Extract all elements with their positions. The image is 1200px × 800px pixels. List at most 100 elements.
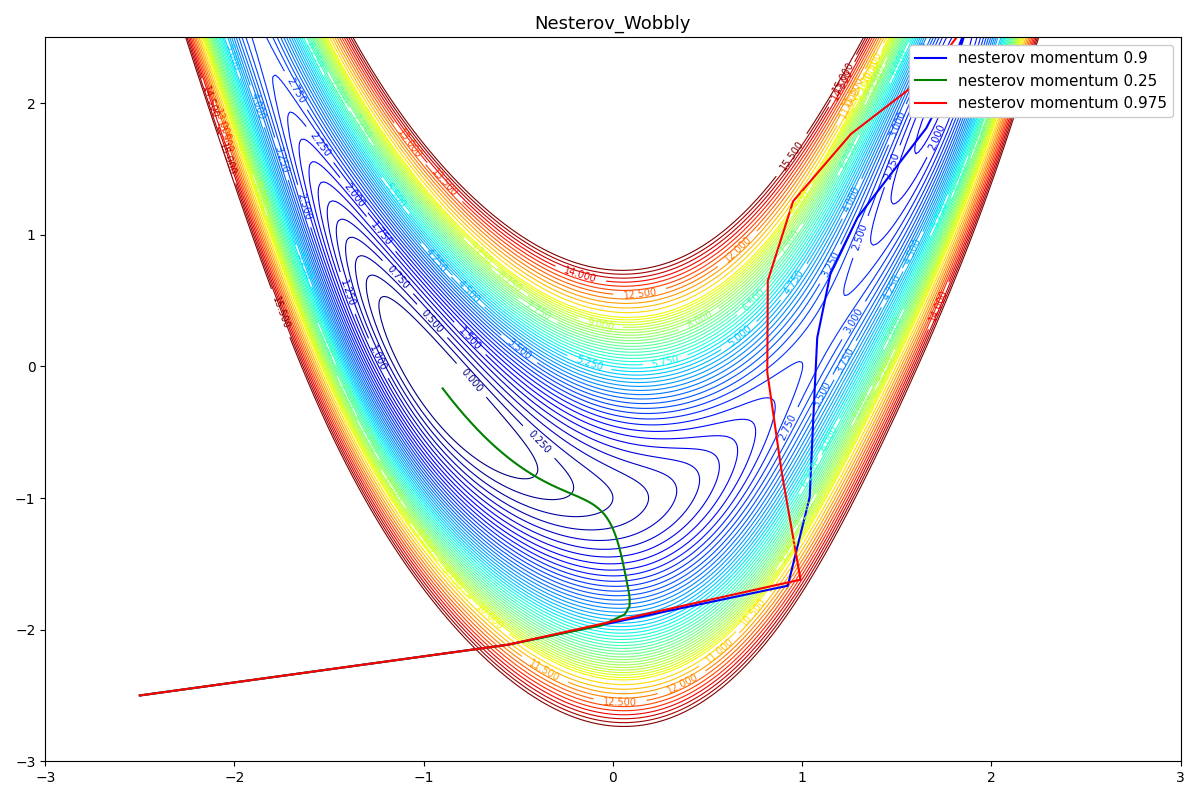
Text: 4.250: 4.250 — [881, 273, 902, 302]
Text: 11.500: 11.500 — [841, 74, 865, 109]
nesterov momentum 0.25 — [440, 390, 455, 399]
Title: Nesterov_Wobbly: Nesterov_Wobbly — [535, 15, 691, 34]
Text: 12.500: 12.500 — [623, 287, 658, 301]
Text: 5.250: 5.250 — [294, 251, 313, 281]
Text: 9.750: 9.750 — [439, 564, 466, 592]
Line: nesterov momentum 0.25: nesterov momentum 0.25 — [140, 388, 630, 695]
nesterov momentum 0.25 — [436, 383, 450, 393]
Text: 2.000: 2.000 — [926, 122, 947, 152]
nesterov momentum 0.9 — [930, 97, 944, 106]
Text: 4.000: 4.000 — [841, 184, 863, 214]
nesterov momentum 0.9 — [928, 104, 942, 114]
Text: 10.000: 10.000 — [858, 58, 882, 93]
Text: 6.250: 6.250 — [799, 460, 822, 489]
Text: 10.000: 10.000 — [473, 602, 505, 632]
Text: 1.000: 1.000 — [367, 344, 389, 373]
Text: 3.750: 3.750 — [834, 346, 856, 375]
Text: 13.500: 13.500 — [215, 119, 234, 154]
Text: 8.750: 8.750 — [875, 354, 895, 384]
Text: 11.500: 11.500 — [527, 658, 562, 683]
Text: 4.750: 4.750 — [782, 268, 806, 297]
Text: 15.500: 15.500 — [779, 138, 805, 172]
Text: 8.000: 8.000 — [685, 310, 714, 331]
Text: 8.750: 8.750 — [496, 270, 523, 294]
Text: 9.500: 9.500 — [412, 528, 436, 556]
Text: 9.750: 9.750 — [853, 74, 875, 102]
Text: 7.000: 7.000 — [883, 315, 905, 344]
Text: 4.500: 4.500 — [902, 237, 924, 266]
nesterov momentum 0.25 — [133, 690, 148, 700]
Text: 9.500: 9.500 — [788, 188, 811, 217]
Text: 4.750: 4.750 — [984, 42, 1002, 72]
Text: 2.000: 2.000 — [342, 181, 366, 209]
Text: 15.000: 15.000 — [832, 60, 857, 94]
Text: 3.250: 3.250 — [820, 250, 841, 278]
nesterov momentum 0.975 — [133, 690, 148, 700]
Line: nesterov momentum 0.9: nesterov momentum 0.9 — [140, 0, 1038, 695]
nesterov momentum 0.25 — [500, 453, 515, 462]
Text: 13.500: 13.500 — [430, 166, 460, 198]
nesterov momentum 0.9 — [133, 690, 148, 700]
nesterov momentum 0.9 — [929, 98, 943, 108]
Text: 0.000: 0.000 — [458, 366, 484, 394]
Text: 2.750: 2.750 — [284, 76, 307, 105]
Text: 5.500: 5.500 — [974, 82, 994, 112]
Text: 10.500: 10.500 — [859, 49, 883, 84]
Text: 8.500: 8.500 — [382, 474, 404, 503]
Text: 11.000: 11.000 — [838, 86, 862, 120]
Text: 5.750: 5.750 — [930, 200, 949, 230]
Text: 7.750: 7.750 — [523, 299, 552, 323]
Text: 13.000: 13.000 — [211, 107, 232, 142]
Text: 13.000: 13.000 — [396, 127, 424, 161]
nesterov momentum 0.9 — [930, 97, 944, 106]
Line: nesterov momentum 0.975: nesterov momentum 0.975 — [0, 0, 1200, 695]
Text: 7.500: 7.500 — [336, 382, 358, 411]
Text: 1.750: 1.750 — [923, 79, 943, 108]
Text: 4.000: 4.000 — [248, 92, 266, 121]
Text: 2.500: 2.500 — [851, 222, 870, 252]
Text: 1.750: 1.750 — [368, 220, 394, 248]
Text: 10.500: 10.500 — [739, 596, 768, 629]
Text: 9.000: 9.000 — [586, 317, 614, 332]
nesterov momentum 0.9 — [930, 97, 944, 106]
Text: 2.750: 2.750 — [778, 413, 798, 442]
nesterov momentum 0.25 — [440, 390, 455, 399]
Text: 2.250: 2.250 — [307, 130, 332, 158]
Text: 5.000: 5.000 — [223, 42, 242, 72]
Text: 4.250: 4.250 — [424, 246, 449, 274]
Text: 14.000: 14.000 — [563, 266, 598, 286]
Text: 7.750: 7.750 — [358, 426, 379, 454]
Text: 7.250: 7.250 — [349, 112, 373, 141]
Text: 12.000: 12.000 — [665, 672, 700, 696]
Text: 9.250: 9.250 — [467, 241, 494, 266]
Text: 8.250: 8.250 — [864, 70, 886, 99]
nesterov momentum 0.25 — [486, 440, 500, 450]
Text: 5.250: 5.250 — [574, 354, 604, 373]
Text: 11.000: 11.000 — [704, 636, 737, 666]
Text: 2.500: 2.500 — [295, 191, 313, 221]
Text: 5.500: 5.500 — [383, 182, 408, 210]
Text: 14.500: 14.500 — [200, 85, 220, 120]
Text: 0.750: 0.750 — [385, 263, 412, 290]
nesterov momentum 0.25 — [467, 422, 481, 431]
Text: 1.500: 1.500 — [457, 325, 482, 352]
Text: 6.000: 6.000 — [818, 424, 840, 453]
Text: 5.000: 5.000 — [726, 324, 754, 349]
Text: 7.500: 7.500 — [778, 228, 802, 257]
Legend: nesterov momentum 0.9, nesterov momentum 0.25, nesterov momentum 0.975: nesterov momentum 0.9, nesterov momentum… — [908, 45, 1172, 118]
Text: 9.000: 9.000 — [251, 181, 269, 210]
nesterov momentum 0.25 — [437, 385, 451, 394]
Text: 3.750: 3.750 — [910, 41, 930, 70]
Text: 14.500: 14.500 — [829, 67, 854, 102]
Text: 7.000: 7.000 — [328, 78, 349, 106]
Text: 3.500: 3.500 — [811, 379, 833, 409]
Text: 3.000: 3.000 — [888, 110, 907, 139]
Text: 6.500: 6.500 — [950, 162, 970, 192]
Text: 4.500: 4.500 — [455, 278, 481, 305]
Text: 6.000: 6.000 — [889, 48, 910, 78]
Text: 3.500: 3.500 — [505, 337, 533, 362]
nesterov momentum 0.9 — [930, 97, 944, 106]
Text: 0.250: 0.250 — [526, 429, 552, 455]
Text: 14.000: 14.000 — [928, 288, 949, 323]
Text: 6.500: 6.500 — [740, 286, 767, 313]
